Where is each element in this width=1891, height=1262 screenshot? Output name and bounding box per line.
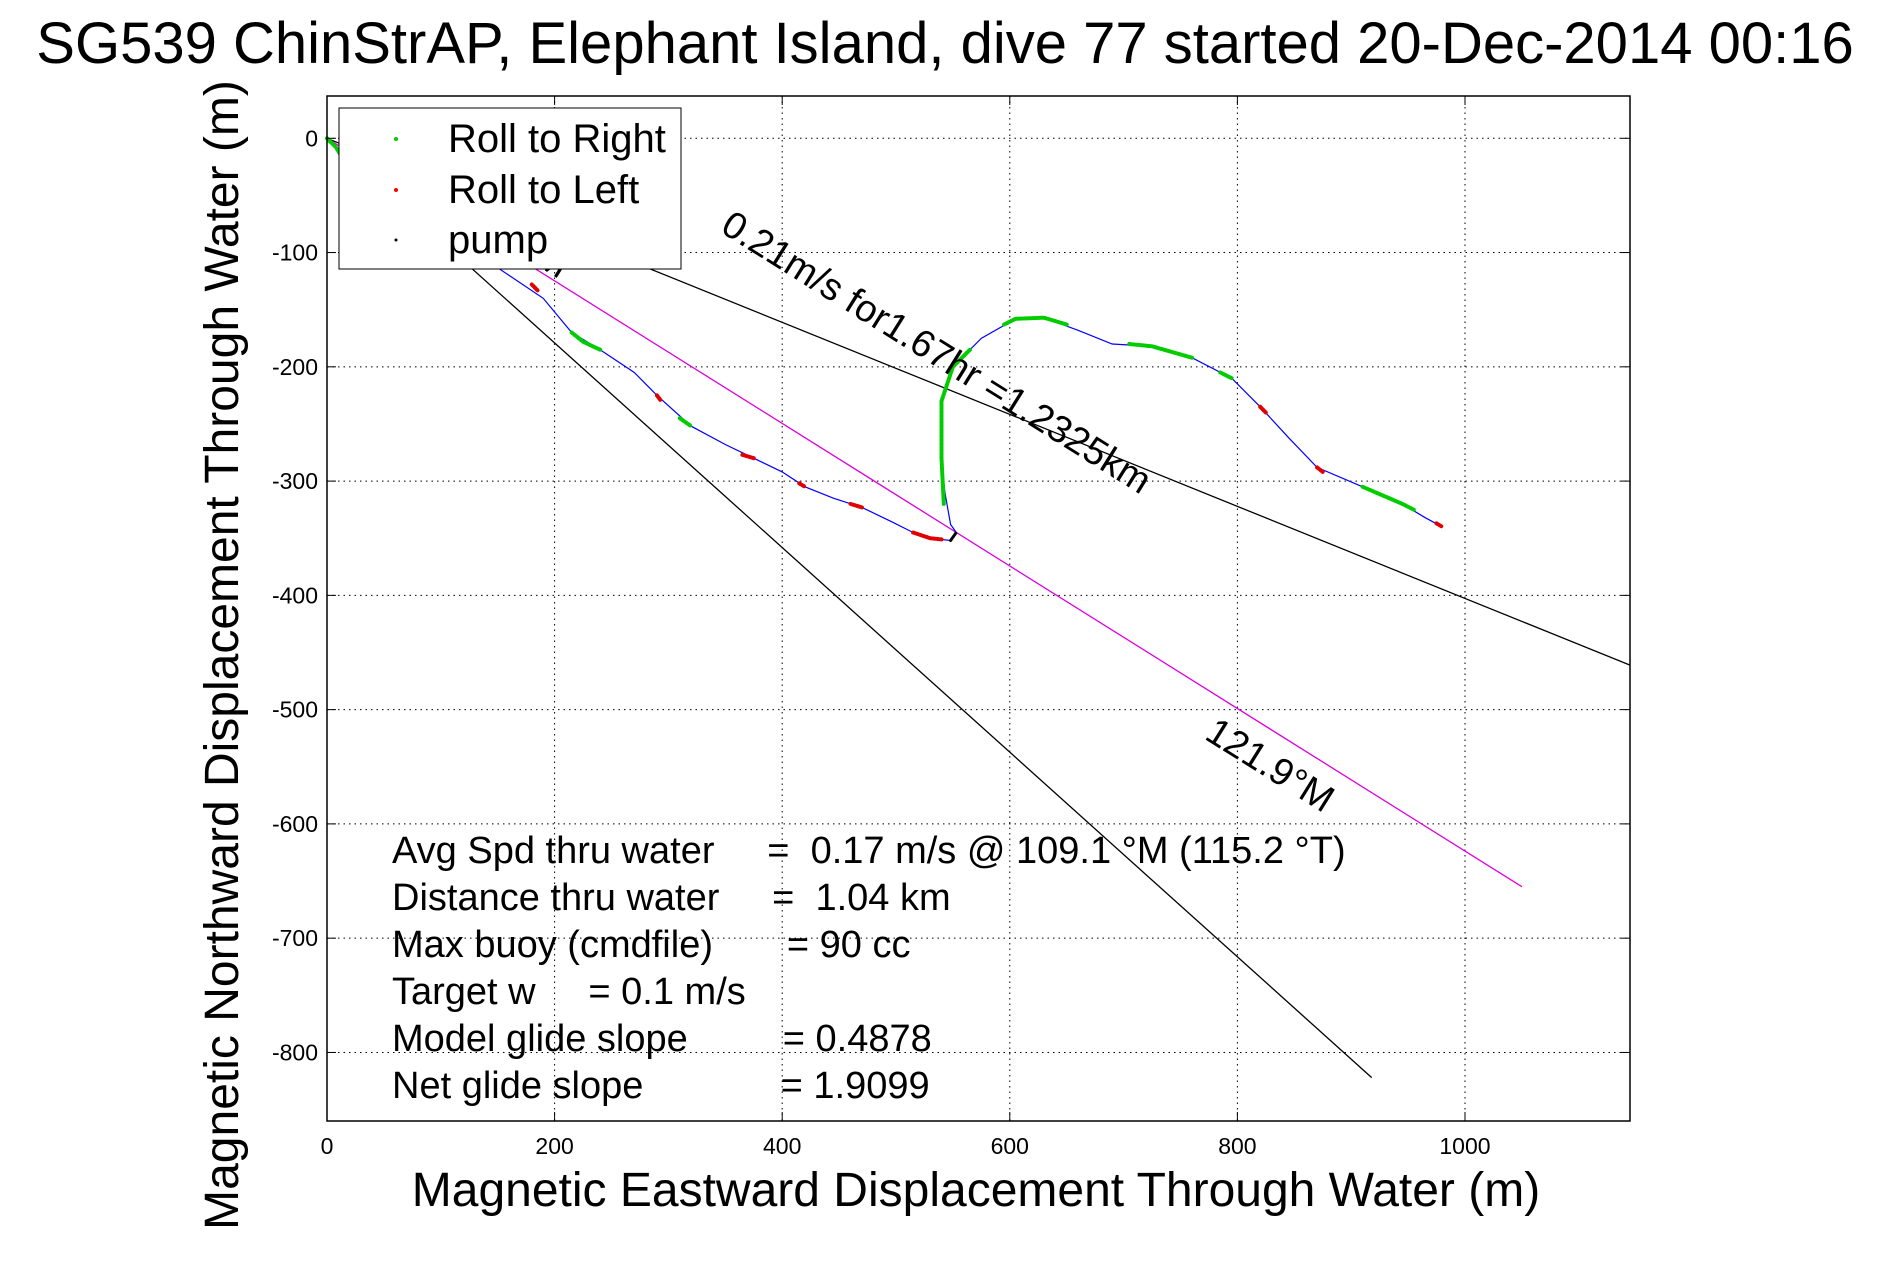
y-tick-label: -700: [272, 925, 318, 951]
legend-label-pump: pump: [448, 218, 548, 262]
legend-label-roll-right: Roll to Right: [448, 117, 666, 161]
y-tick-label: -400: [272, 582, 318, 608]
y-tick-label: -100: [272, 240, 318, 266]
roll-left-segment: [1315, 465, 1325, 474]
roll-right-segment: [677, 416, 694, 429]
stats-block: Avg Spd thru water = 0.17 m/s @ 109.1 °M…: [392, 830, 1346, 1107]
stats-line: Model glide slope = 0.4878: [392, 1018, 932, 1060]
roll-left-segment: [1258, 404, 1268, 415]
roll-markers: [325, 136, 1445, 542]
roll-left-segment: [655, 393, 663, 402]
x-tick-label: 400: [763, 1133, 801, 1159]
x-tick-label: 0: [321, 1133, 334, 1159]
roll-right-segment: [1218, 370, 1234, 381]
chart-title: SG539 ChinStrAP, Elephant Island, dive 7…: [36, 11, 1853, 76]
roll-left-segment: [1434, 521, 1445, 529]
stats-line: Avg Spd thru water = 0.17 m/s @ 109.1 °M…: [392, 830, 1346, 872]
plot-frame: [326, 95, 1631, 1122]
x-tick-label: 800: [1218, 1133, 1256, 1159]
x-axis-label: Magnetic Eastward Displacement Through W…: [412, 1164, 1540, 1217]
roll-left-segment: [740, 452, 756, 461]
x-tick-label: 1000: [1439, 1133, 1490, 1159]
legend: Roll to Right Roll to Left pump: [338, 107, 682, 270]
legend-label-roll-left: Roll to Left: [448, 168, 639, 212]
roll-right-segment: [569, 330, 603, 352]
y-tick-label: -600: [272, 811, 318, 837]
reference-line: [326, 137, 1373, 1079]
y-tick-label: -800: [272, 1039, 318, 1065]
legend-marker-roll-right: [394, 137, 398, 141]
legend-marker-roll-left: [394, 188, 398, 192]
y-axis-label: Magnetic Northward Displacement Through …: [196, 80, 249, 1230]
stats-line: Net glide slope = 1.9099: [392, 1065, 930, 1107]
stats-line: Target w = 0.1 m/s: [392, 971, 746, 1013]
roll-left-segment: [797, 481, 807, 489]
y-tick-label: -500: [272, 697, 318, 723]
legend-marker-pump: [394, 238, 398, 242]
stats-line: Distance thru water = 1.04 km: [392, 877, 951, 919]
axis-ticks: 0 200 400 600 800 1000 0 -100 -200 -300 -400 -500 -6…: [272, 96, 1630, 1159]
roll-right-segment: [1360, 484, 1416, 512]
y-tick-label: 0: [305, 125, 318, 151]
roll-right-segment: [1127, 342, 1194, 360]
x-tick-label: 600: [991, 1133, 1029, 1159]
x-tick-label: 200: [535, 1133, 573, 1159]
y-tick-label: -200: [272, 354, 318, 380]
roll-right-segment: [939, 347, 972, 506]
roll-right-segment: [1002, 315, 1069, 327]
pump-segment: [949, 531, 958, 542]
roll-left-segment: [848, 501, 864, 510]
stats-line: Max buoy (cmdfile) = 90 cc: [392, 924, 910, 966]
roll-left-segment: [911, 530, 944, 542]
y-tick-label: -300: [272, 468, 318, 494]
roll-left-segment: [529, 282, 540, 293]
